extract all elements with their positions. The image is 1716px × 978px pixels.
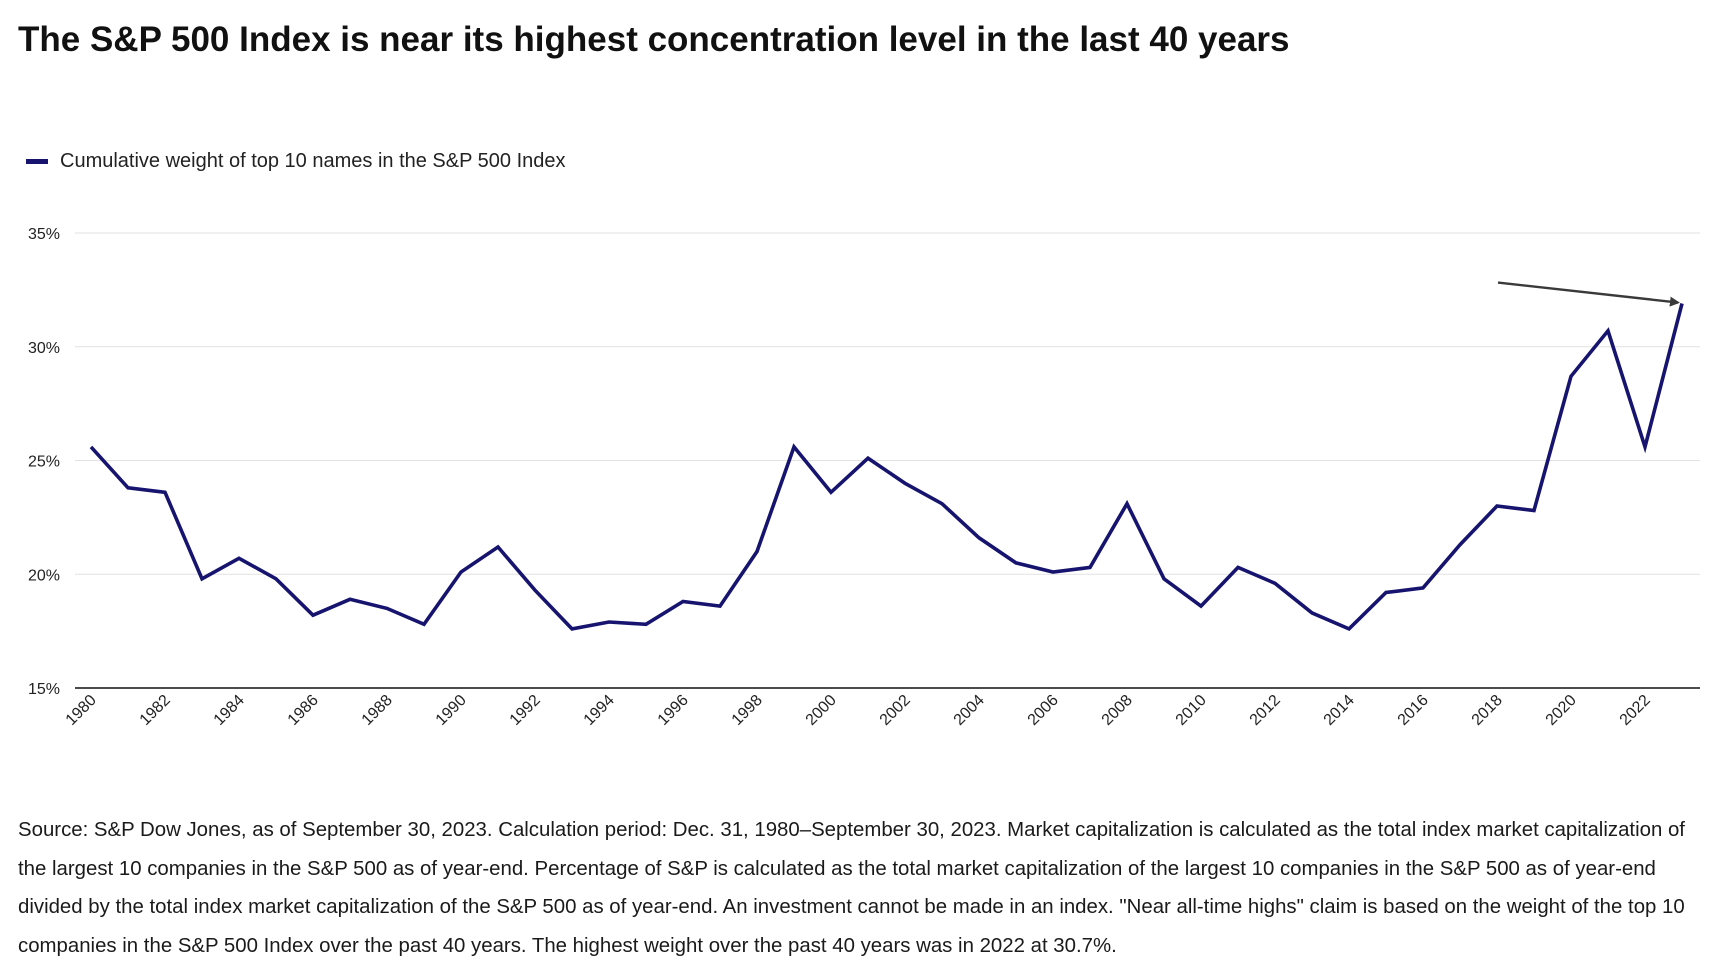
x-tick-label: 2000 [803,692,840,729]
y-tick-label: 25% [28,454,60,471]
x-tick-label: 1998 [729,692,766,729]
line-chart: 15% 20% 25% 30% 35% 1980 1982 1984 1986 1988 1990… [28,226,1700,729]
x-tick-label: 2020 [1543,692,1580,729]
y-tick-label: 30% [28,340,60,357]
x-tick-label: 1982 [137,692,174,729]
x-tick-label: 2012 [1247,692,1284,729]
annotation-arrow-icon [1497,281,1680,307]
x-tick-label: 2008 [1099,692,1136,729]
x-tick-label: 1986 [285,692,322,729]
chart-title: The S&P 500 Index is near its highest co… [18,20,1290,59]
x-tick-label: 2006 [1025,692,1062,729]
legend-label: Cumulative weight of top 10 names in the… [60,150,566,172]
x-tick-label: 1984 [211,692,248,729]
series-line-top10-weight [89,303,1684,632]
x-axis-ticks: 1980 1982 1984 1986 1988 1990 1992 1994 1996 1998… [63,692,1654,729]
x-tick-label: 2004 [951,692,988,729]
x-tick-label: 1994 [581,692,618,729]
x-tick-label: 1988 [359,692,396,729]
x-tick-label: 1996 [655,692,692,729]
chart-legend: Cumulative weight of top 10 names in the… [26,150,566,173]
x-tick-label: 2010 [1173,692,1210,729]
grid-lines [75,232,1700,689]
x-tick-label: 2014 [1321,692,1358,729]
x-tick-label: 2016 [1395,692,1432,729]
x-tick-label: 2018 [1469,692,1506,729]
annotation-layer [1497,281,1680,307]
x-tick-label: 1980 [63,692,100,729]
y-tick-label: 15% [28,681,60,698]
x-tick-label: 1990 [433,692,470,729]
y-tick-label: 35% [28,226,60,243]
y-axis-ticks: 15% 20% 25% 30% 35% [28,226,60,698]
y-tick-label: 20% [28,567,60,584]
x-tick-label: 2002 [877,692,914,729]
source-footnote: Source: S&P Dow Jones, as of September 3… [18,819,1685,957]
x-tick-label: 2022 [1617,692,1654,729]
legend-swatch-icon [26,159,48,164]
x-tick-label: 1992 [507,692,544,729]
series-layer [89,303,1684,632]
